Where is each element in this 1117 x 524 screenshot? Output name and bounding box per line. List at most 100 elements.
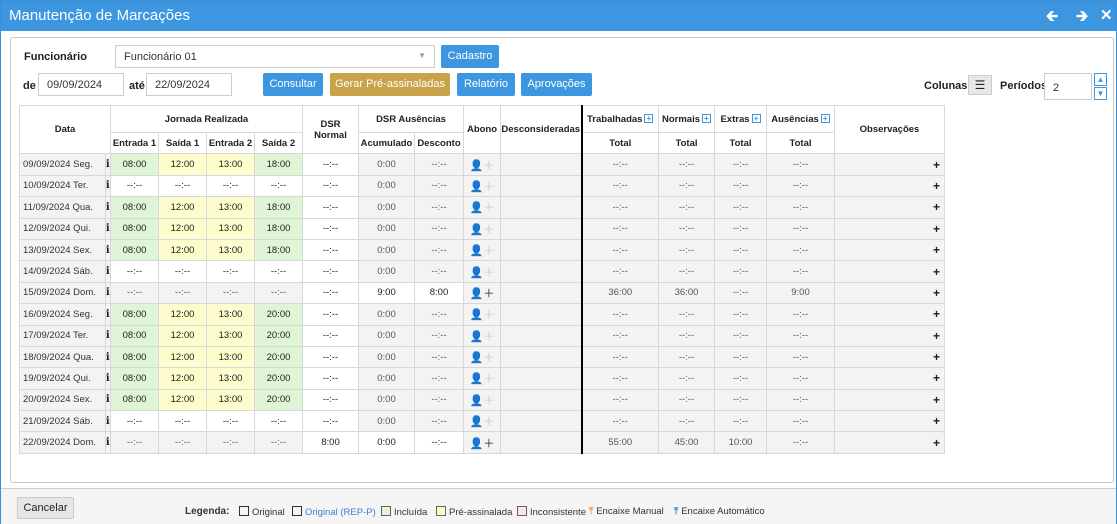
plus-icon[interactable]: + xyxy=(834,345,945,369)
punch-cell-e2[interactable]: 13:00 xyxy=(206,238,255,262)
punch-cell-e2[interactable]: 13:00 xyxy=(206,153,255,176)
punch-cell-s1[interactable]: 12:00 xyxy=(158,303,207,326)
punch-cell-e1[interactable]: 08:00 xyxy=(110,388,159,412)
user-add-icon[interactable]: 👤＋ xyxy=(463,174,501,198)
table-row[interactable]: 12/09/2024 Qui. i 08:00 12:00 13:00 18:00 --:-… xyxy=(19,217,945,240)
chevron-down-icon[interactable]: ▼ xyxy=(1094,87,1107,100)
punch-cell-s1[interactable]: 12:00 xyxy=(158,345,207,369)
punch-cell-s2[interactable]: 20:00 xyxy=(254,367,303,390)
relatorio-button[interactable]: Relatório xyxy=(457,73,515,96)
punch-cell-e1[interactable]: 08:00 xyxy=(110,238,159,262)
user-add-icon[interactable]: 👤＋ xyxy=(463,153,501,176)
punch-cell-s1[interactable]: --:-- xyxy=(158,260,207,283)
punch-cell-e1[interactable]: 08:00 xyxy=(110,324,159,347)
aprovacoes-button[interactable]: Aprovações xyxy=(521,73,592,96)
info-icon[interactable]: i xyxy=(104,431,112,454)
punch-cell-e1[interactable]: 08:00 xyxy=(110,367,159,390)
punch-cell-s2[interactable]: 20:00 xyxy=(254,324,303,347)
table-row[interactable]: 20/09/2024 Sex. i 08:00 12:00 13:00 20:00 --:-… xyxy=(19,388,945,412)
punch-cell-s1[interactable]: 12:00 xyxy=(158,153,207,176)
plus-icon[interactable]: + xyxy=(834,174,945,198)
table-row[interactable]: 13/09/2024 Sex. i 08:00 12:00 13:00 18:00 --:-… xyxy=(19,238,945,262)
punch-cell-e2[interactable]: 13:00 xyxy=(206,388,255,412)
plus-icon[interactable]: + xyxy=(834,431,945,454)
plus-icon[interactable]: + xyxy=(820,114,830,124)
punch-cell-s1[interactable]: 12:00 xyxy=(158,324,207,347)
plus-icon[interactable]: + xyxy=(834,217,945,240)
punch-cell-e2[interactable]: 13:00 xyxy=(206,367,255,390)
punch-cell-s2[interactable]: 20:00 xyxy=(254,303,303,326)
user-add-icon[interactable]: 👤＋ xyxy=(463,238,501,262)
plus-icon[interactable]: + xyxy=(834,153,945,176)
user-add-icon[interactable]: 👤＋ xyxy=(463,410,501,433)
punch-cell-s2[interactable]: 18:00 xyxy=(254,217,303,240)
gerar-pre-assinaladas-button[interactable]: Gerar Pré-assinaladas xyxy=(330,73,450,96)
punch-cell-s1[interactable]: --:-- xyxy=(158,174,207,198)
punch-cell-e1[interactable]: --:-- xyxy=(110,174,159,198)
plus-icon[interactable]: + xyxy=(751,114,761,124)
arrow-right-icon[interactable]: 🡲 xyxy=(1076,8,1089,25)
plus-icon[interactable]: + xyxy=(834,367,945,390)
plus-icon[interactable]: + xyxy=(834,388,945,412)
punch-cell-e2[interactable]: 13:00 xyxy=(206,303,255,326)
punch-cell-e1[interactable]: --:-- xyxy=(110,260,159,283)
de-date-input[interactable]: 09/09/2024 xyxy=(38,73,124,96)
plus-icon[interactable]: + xyxy=(834,260,945,283)
table-row[interactable]: 14/09/2024 Sáb. i --:-- --:-- --:-- --:-- --:-… xyxy=(19,260,945,283)
punch-cell-s2[interactable]: --:-- xyxy=(254,281,303,305)
punch-cell-e2[interactable]: 13:00 xyxy=(206,324,255,347)
chevron-up-icon[interactable]: ▲ xyxy=(1094,73,1107,86)
plus-icon[interactable]: + xyxy=(834,281,945,305)
user-add-icon[interactable]: 👤＋ xyxy=(463,345,501,369)
table-row[interactable]: 15/09/2024 Dom. i --:-- --:-- --:-- --:-- --:-… xyxy=(19,281,945,305)
periodos-input[interactable]: 2 xyxy=(1044,73,1092,100)
table-row[interactable]: 19/09/2024 Qui. i 08:00 12:00 13:00 20:00 --:-… xyxy=(19,367,945,390)
table-row[interactable]: 11/09/2024 Qua. i 08:00 12:00 13:00 18:00 --:-… xyxy=(19,196,945,219)
close-icon[interactable]: ✕ xyxy=(1100,7,1113,24)
punch-cell-s1[interactable]: 12:00 xyxy=(158,196,207,219)
user-add-icon[interactable]: 👤＋ xyxy=(463,367,501,390)
punch-cell-e1[interactable]: 08:00 xyxy=(110,196,159,219)
consultar-button[interactable]: Consultar xyxy=(263,73,323,96)
table-row[interactable]: 09/09/2024 Seg. i 08:00 12:00 13:00 18:00 --:-… xyxy=(19,153,945,176)
ate-date-input[interactable]: 22/09/2024 xyxy=(146,73,232,96)
punch-cell-s2[interactable]: --:-- xyxy=(254,260,303,283)
punch-cell-s1[interactable]: --:-- xyxy=(158,410,207,433)
plus-icon[interactable]: + xyxy=(834,410,945,433)
punch-cell-s1[interactable]: 12:00 xyxy=(158,217,207,240)
table-row[interactable]: 21/09/2024 Sáb. i --:-- --:-- --:-- --:-- --:-… xyxy=(19,410,945,433)
punch-cell-s1[interactable]: 12:00 xyxy=(158,367,207,390)
punch-cell-e2[interactable]: 13:00 xyxy=(206,345,255,369)
punch-cell-e1[interactable]: 08:00 xyxy=(110,303,159,326)
punch-cell-e1[interactable]: 08:00 xyxy=(110,345,159,369)
punch-cell-s1[interactable]: 12:00 xyxy=(158,238,207,262)
punch-cell-s2[interactable]: 20:00 xyxy=(254,345,303,369)
punch-cell-e1[interactable]: --:-- xyxy=(110,281,159,305)
user-add-icon[interactable]: 👤＋ xyxy=(463,217,501,240)
punch-cell-s2[interactable]: 18:00 xyxy=(254,196,303,219)
table-row[interactable]: 18/09/2024 Qua. i 08:00 12:00 13:00 20:00 --:-… xyxy=(19,345,945,369)
plus-icon[interactable]: + xyxy=(834,238,945,262)
cadastro-button[interactable]: Cadastro xyxy=(441,45,499,68)
plus-icon[interactable]: + xyxy=(702,114,711,124)
user-add-icon[interactable]: 👤＋ xyxy=(463,281,501,305)
list-icon[interactable]: ☰ xyxy=(968,75,992,95)
punch-cell-e2[interactable]: --:-- xyxy=(206,174,255,198)
user-add-icon[interactable]: 👤＋ xyxy=(463,324,501,347)
punch-cell-s1[interactable]: 12:00 xyxy=(158,388,207,412)
punch-cell-s2[interactable]: --:-- xyxy=(254,431,303,454)
funcionario-select[interactable]: Funcionário 01 ▼ xyxy=(115,45,435,68)
punch-cell-s1[interactable]: --:-- xyxy=(158,431,207,454)
punch-cell-e2[interactable]: 13:00 xyxy=(206,217,255,240)
plus-icon[interactable]: + xyxy=(644,114,654,124)
punch-cell-s2[interactable]: 18:00 xyxy=(254,238,303,262)
user-add-icon[interactable]: 👤＋ xyxy=(463,196,501,219)
punch-cell-e1[interactable]: 08:00 xyxy=(110,153,159,176)
table-row[interactable]: 10/09/2024 Ter. i --:-- --:-- --:-- --:-- --:-… xyxy=(19,174,945,198)
user-add-icon[interactable]: 👤＋ xyxy=(463,303,501,326)
punch-cell-s1[interactable]: --:-- xyxy=(158,281,207,305)
user-add-icon[interactable]: 👤＋ xyxy=(463,260,501,283)
plus-icon[interactable]: + xyxy=(834,324,945,347)
punch-cell-s2[interactable]: --:-- xyxy=(254,174,303,198)
cancelar-button[interactable]: Cancelar xyxy=(17,497,74,519)
